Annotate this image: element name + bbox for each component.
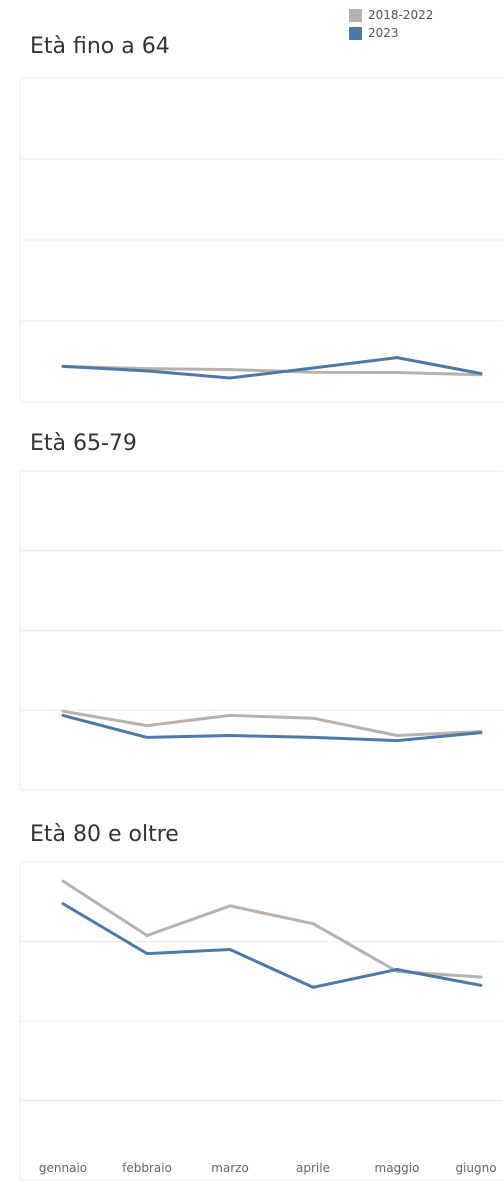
series-line-2018-2022-age-80-plus xyxy=(61,879,483,979)
panel-title-age-80-plus: Età 80 e oltre xyxy=(30,822,179,847)
series-line-2018-2022-age-65-79 xyxy=(61,709,483,737)
panel-title-age-up-to-64: Età fino a 64 xyxy=(30,34,170,59)
x-tick-label-gennaio: gennaio xyxy=(38,1161,88,1175)
legend-label-2023: 2023 xyxy=(368,26,399,40)
legend-label-2018-2022: 2018-2022 xyxy=(368,8,434,22)
legend: 2018-2022 2023 xyxy=(349,6,433,42)
x-tick-label-giugno: giugno xyxy=(455,1161,497,1175)
legend-item-2018-2022[interactable]: 2018-2022 xyxy=(349,6,433,24)
series-line-2023-age-80-plus xyxy=(61,902,483,989)
x-tick-label-marzo: marzo xyxy=(211,1161,249,1175)
legend-item-2023[interactable]: 2023 xyxy=(349,24,433,42)
x-tick-label-aprile: aprile xyxy=(296,1161,330,1175)
x-tick-label-febbraio: febbraio xyxy=(122,1161,172,1175)
series-line-2023-age-65-79 xyxy=(61,713,483,743)
series-line-2018-2022-age-up-to-64 xyxy=(61,364,483,377)
legend-swatch-2023 xyxy=(349,26,362,40)
x-tick-label-maggio: maggio xyxy=(374,1161,420,1175)
series-line-2023-age-up-to-64 xyxy=(61,356,483,380)
panel-title-age-65-79: Età 65-79 xyxy=(30,431,137,456)
legend-swatch-2018-2022 xyxy=(349,8,362,22)
